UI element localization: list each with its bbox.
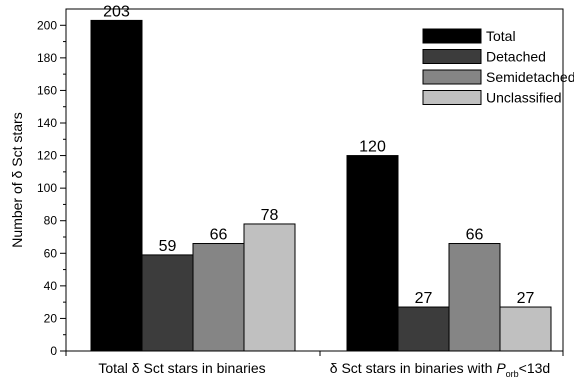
plot-frame	[65, 8, 564, 352]
bar-unclassified-1	[499, 306, 552, 352]
x-ticks-group	[65, 351, 564, 356]
legend-swatch-detached	[422, 49, 482, 64]
y-tick-label-80: 80	[44, 214, 58, 228]
bar-semidetached-1	[448, 243, 501, 352]
legend-label-semidetached: Semidetached	[486, 69, 574, 85]
y-tick-label-0: 0	[50, 344, 57, 358]
y-tick-label-60: 60	[44, 246, 58, 260]
y-tick-label-120: 120	[37, 149, 57, 163]
y-tick-label-200: 200	[37, 18, 57, 32]
legend-swatch-semidetached	[422, 69, 482, 85]
legend: Total Detached Semidetached Unclassified	[422, 28, 574, 106]
bar-semidetached-0	[192, 243, 245, 352]
bar-detached-0	[141, 254, 194, 352]
bar-total-0	[90, 19, 143, 352]
bar-total-1	[346, 155, 399, 352]
legend-label-unclassified: Unclassified	[486, 90, 561, 106]
y-tick-label-160: 160	[37, 83, 57, 97]
y-ticks-group: 0 20 40 60 80 100 120 140 160 180 200	[37, 18, 66, 358]
data-labels-group: 203 120 59 27 66 66 78 27	[103, 3, 534, 307]
legend-swatch-unclassified	[422, 90, 482, 105]
data-label-unclassified-0: 78	[261, 207, 279, 224]
category-label-short-period: δ Sct stars in binaries with Porb<13d	[330, 360, 550, 379]
y-tick-label-180: 180	[37, 51, 57, 65]
data-label-detached-1: 27	[415, 290, 433, 307]
y-tick-label-40: 40	[44, 279, 58, 293]
bar-detached-1	[397, 306, 450, 352]
data-label-total-0: 203	[103, 3, 130, 20]
category-label-total: Total δ Sct stars in binaries	[98, 360, 265, 376]
data-label-unclassified-1: 27	[517, 290, 535, 307]
data-label-total-1: 120	[359, 139, 386, 156]
y-tick-label-20: 20	[44, 311, 58, 325]
legend-label-detached: Detached	[486, 49, 546, 65]
data-label-semidetached-1: 66	[466, 227, 484, 244]
data-label-detached-0: 59	[159, 238, 177, 255]
y-tick-label-140: 140	[37, 116, 57, 130]
axes-group	[65, 8, 564, 352]
data-label-semidetached-0: 66	[210, 227, 228, 244]
legend-label-total: Total	[486, 28, 516, 44]
bars-group	[90, 19, 552, 352]
y-tick-label-100: 100	[37, 181, 57, 195]
legend-swatch-total	[422, 28, 482, 44]
bar-unclassified-0	[243, 223, 296, 352]
y-axis-title: Number of δ Sct stars	[9, 112, 25, 247]
